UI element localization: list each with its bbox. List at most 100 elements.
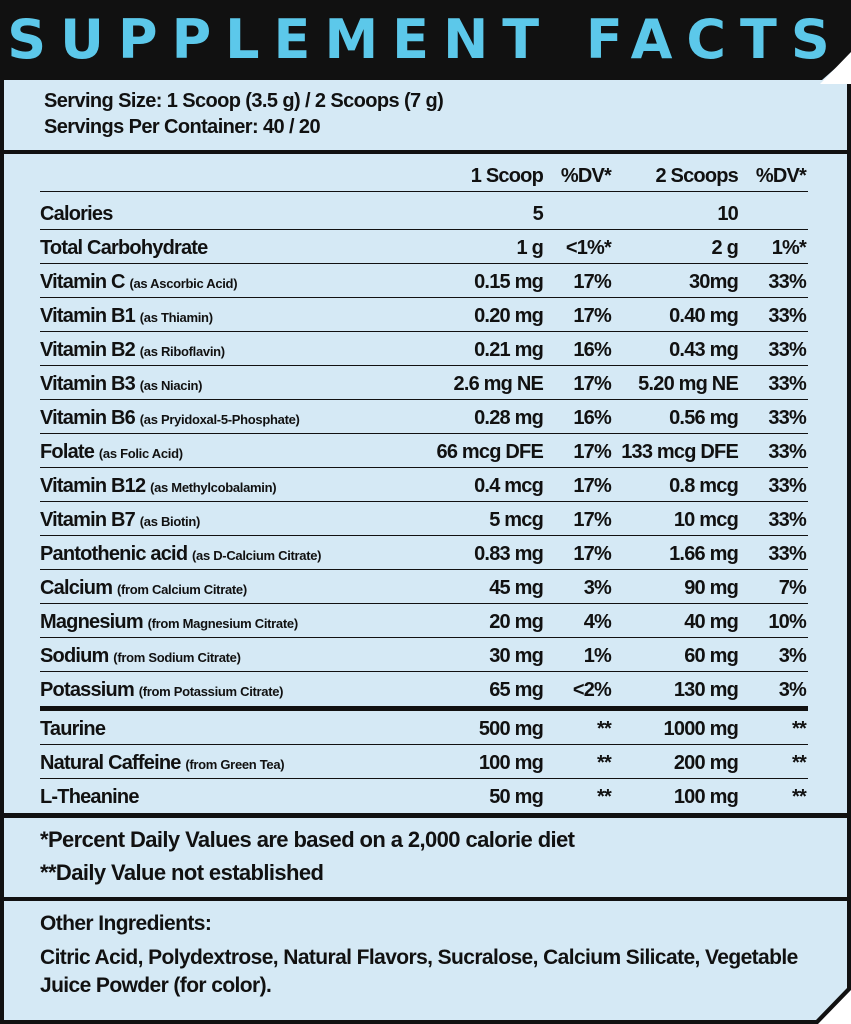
amount: 0.83 mg bbox=[474, 543, 544, 565]
amount: 0.56 mg bbox=[669, 407, 739, 429]
nutrient-name: Taurine bbox=[40, 718, 106, 741]
daily-value: 33% bbox=[768, 373, 806, 395]
amount: 0.21 mg bbox=[474, 339, 544, 361]
daily-value: 1%* bbox=[771, 237, 807, 259]
column-header: %DV* bbox=[755, 165, 807, 187]
nutrient-row: Magnesium (from Magnesium Citrate) 20 mg 4… bbox=[40, 604, 808, 638]
nutrient-name: Folate (as Folic Acid) bbox=[40, 441, 183, 464]
nutrient-name: Calories bbox=[40, 203, 113, 226]
nutrient-row: Sodium (from Sodium Citrate) 30 mg 1% 60 mg… bbox=[40, 638, 808, 672]
nutrient-row: Vitamin B12 (as Methylcobalamin) 0.4 mcg 1… bbox=[40, 468, 808, 502]
amount: 10 bbox=[717, 203, 738, 225]
nutrient-source: (from Green Tea) bbox=[185, 757, 285, 772]
nutrient-source: (as Pryidoxal-5-Phosphate) bbox=[139, 412, 300, 427]
title: SUPPLEMENT FACTS bbox=[7, 8, 844, 71]
amount: 20 mg bbox=[489, 611, 544, 633]
daily-value: 16% bbox=[573, 407, 611, 429]
nutrient-source: (as Methylcobalamin) bbox=[150, 480, 277, 495]
amount: 0.15 mg bbox=[474, 271, 544, 293]
amount: 30mg bbox=[688, 271, 739, 293]
nutrient-row: Taurine 500 mg ** 1000 mg ** bbox=[40, 711, 808, 745]
nutrient-name: Vitamin B1 (as Thiamin) bbox=[40, 305, 213, 328]
amount: 2 g bbox=[711, 237, 739, 259]
nutrient-row: Vitamin B7 (as Biotin) 5 mcg 17% 10 mcg 33% bbox=[40, 502, 808, 536]
nutrient-source: (as Niacin) bbox=[139, 378, 203, 393]
amount: 100 mg bbox=[673, 786, 739, 808]
nutrient-source: (as Biotin) bbox=[139, 514, 201, 529]
nutrient-name: Vitamin B2 (as Riboflavin) bbox=[40, 339, 225, 362]
footnote: **Daily Value not established bbox=[40, 860, 324, 885]
nutrient-row: Folate (as Folic Acid) 66 mcg DFE 17% 133 m… bbox=[40, 434, 808, 468]
nutrient-label: Taurine bbox=[40, 718, 106, 740]
daily-value: 33% bbox=[768, 509, 806, 531]
amount: 0.40 mg bbox=[669, 305, 739, 327]
daily-value: 33% bbox=[768, 543, 806, 565]
column-header: %DV* bbox=[560, 165, 612, 187]
nutrient-name: Magnesium (from Magnesium Citrate) bbox=[40, 611, 298, 634]
daily-value: 33% bbox=[768, 271, 806, 293]
nutrient-name: Sodium (from Sodium Citrate) bbox=[40, 645, 241, 668]
amount: 130 mg bbox=[673, 679, 739, 701]
amount: 50 mg bbox=[489, 786, 544, 808]
amount: 133 mcg DFE bbox=[621, 441, 739, 463]
nutrient-row: Total Carbohydrate 1 g <1%* 2 g 1%* bbox=[40, 230, 808, 264]
nutrient-source: (as D-Calcium Citrate) bbox=[192, 548, 322, 563]
daily-value: 4% bbox=[583, 611, 612, 633]
daily-value: ** bbox=[597, 786, 612, 808]
nutrient-source: (from Magnesium Citrate) bbox=[147, 616, 299, 631]
daily-value: ** bbox=[792, 718, 807, 740]
daily-value: 17% bbox=[573, 441, 611, 463]
amount: 500 mg bbox=[478, 718, 544, 740]
nutrient-name: Calcium (from Calcium Citrate) bbox=[40, 577, 247, 600]
daily-value: ** bbox=[597, 752, 612, 774]
daily-value: 33% bbox=[768, 339, 806, 361]
amount: 5.20 mg NE bbox=[638, 373, 739, 395]
footnote: *Percent Daily Values are based on a 2,0… bbox=[40, 827, 575, 852]
daily-value: ** bbox=[792, 752, 807, 774]
amount: 1 g bbox=[516, 237, 544, 259]
nutrient-source: (as Riboflavin) bbox=[139, 344, 225, 359]
amount: 60 mg bbox=[684, 645, 739, 667]
nutrient-label: Pantothenic acid bbox=[40, 543, 188, 565]
daily-value: 17% bbox=[573, 509, 611, 531]
nutrient-row: Calcium (from Calcium Citrate) 45 mg 3% 90 … bbox=[40, 570, 808, 604]
daily-value: 3% bbox=[778, 645, 807, 667]
daily-value: 16% bbox=[573, 339, 611, 361]
nutrient-label: Vitamin B7 bbox=[40, 509, 136, 531]
amount: 90 mg bbox=[684, 577, 739, 599]
nutrient-label: L-Theanine bbox=[40, 786, 139, 808]
daily-value: <1%* bbox=[565, 237, 612, 259]
nutrient-name: Vitamin B12 (as Methylcobalamin) bbox=[40, 475, 277, 498]
other-ingredients-text: Citric Acid, Polydextrose, Natural Flavo… bbox=[40, 946, 798, 997]
amount: 0.28 mg bbox=[474, 407, 544, 429]
nutrient-label: Potassium bbox=[40, 679, 135, 701]
amount: 0.43 mg bbox=[669, 339, 739, 361]
column-header: 1 Scoop bbox=[470, 165, 544, 187]
other-ingredients-label: Other Ingredients: bbox=[40, 912, 212, 935]
daily-value: 33% bbox=[768, 475, 806, 497]
nutrient-name: Natural Caffeine (from Green Tea) bbox=[40, 752, 285, 775]
amount: 0.8 mcg bbox=[669, 475, 739, 497]
amount: 1.66 mg bbox=[669, 543, 739, 565]
nutrient-source: (as Folic Acid) bbox=[98, 446, 183, 461]
nutrient-row: L-Theanine 50 mg ** 100 mg ** bbox=[40, 779, 808, 813]
nutrient-label: Vitamin B6 bbox=[40, 407, 136, 429]
daily-value: 17% bbox=[573, 475, 611, 497]
nutrient-label: Vitamin B3 bbox=[40, 373, 136, 395]
daily-value: 17% bbox=[573, 373, 611, 395]
nutrient-name: Vitamin B6 (as Pryidoxal-5-Phosphate) bbox=[40, 407, 300, 430]
nutrient-label: Calories bbox=[40, 203, 113, 225]
nutrient-label: Natural Caffeine bbox=[40, 752, 181, 774]
amount: 65 mg bbox=[489, 679, 544, 701]
nutrient-name: L-Theanine bbox=[40, 786, 139, 809]
column-header-row: 1 Scoop %DV* 2 Scoops %DV* bbox=[40, 158, 808, 192]
amount: 0.20 mg bbox=[474, 305, 544, 327]
nutrient-row: Vitamin B6 (as Pryidoxal-5-Phosphate) 0.2… bbox=[40, 400, 808, 434]
nutrient-source: (as Ascorbic Acid) bbox=[129, 276, 238, 291]
daily-value: ** bbox=[597, 718, 612, 740]
amount: 200 mg bbox=[673, 752, 739, 774]
daily-value: 33% bbox=[768, 441, 806, 463]
daily-value: 3% bbox=[583, 577, 612, 599]
nutrient-label: Vitamin C bbox=[40, 271, 125, 293]
